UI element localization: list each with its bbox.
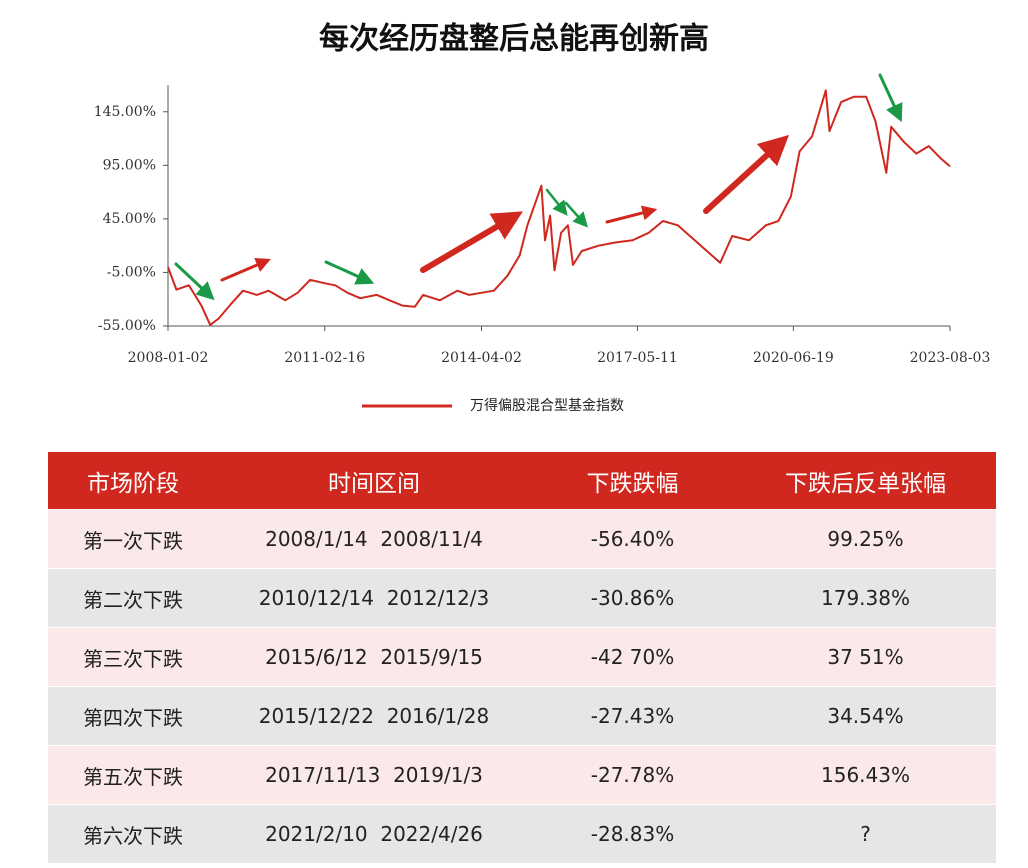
table-cell: 第五次下跌 bbox=[83, 764, 183, 789]
series-line bbox=[167, 89, 951, 326]
table-cell: 156.43% bbox=[821, 763, 910, 787]
table-cell: 第三次下跌 bbox=[83, 646, 183, 671]
x-tick-label: 2017-05-11 bbox=[597, 350, 678, 366]
table-row: 第一次下跌 2008/1/14 2008/11/4 -56.40% 99.25% bbox=[48, 510, 996, 568]
table-cell: 2015/12/22 2016/1/28 bbox=[258, 704, 490, 728]
table-row: 第六次下跌 2021/2/10 2022/4/26 -28.83%? bbox=[48, 805, 996, 863]
plot-area bbox=[167, 89, 951, 326]
header-cell: 市场阶段 bbox=[87, 470, 179, 497]
table-cell: 2017/11/13 2019/1/3 bbox=[265, 763, 483, 787]
table-cell: 第二次下跌 bbox=[83, 587, 183, 612]
table-cell: 第一次下跌 bbox=[83, 528, 183, 553]
header-cell: 时间区间 bbox=[328, 470, 420, 497]
table-cell: -27.43% bbox=[590, 704, 675, 728]
table-row: 第五次下跌 2017/11/13 2019/1/3 -27.78% 156.43% bbox=[48, 746, 996, 804]
table-cell: 2021/2/10 2022/4/26 bbox=[265, 822, 483, 846]
y-tick-label: -55.00% bbox=[98, 318, 156, 334]
table-row: 第二次下跌 2010/12/14 2012/12/3 -30.86% 179.38% bbox=[48, 569, 996, 627]
y-tick-label: 145.00% bbox=[94, 104, 156, 120]
table-cell: -42 70% bbox=[590, 645, 675, 669]
table-cell: 2008/1/14 2008/11/4 bbox=[265, 527, 483, 551]
x-tick-label: 2008-01-02 bbox=[128, 350, 209, 366]
table-cell: 2015/6/12 2015/9/15 bbox=[265, 645, 483, 669]
red-arrow bbox=[605, 205, 658, 224]
table-cell: 34.54% bbox=[827, 704, 904, 728]
red-arrow bbox=[220, 258, 271, 282]
legend-label: 万得偏股混合型基金指数 bbox=[470, 397, 624, 414]
table-cell: -28.83% bbox=[590, 822, 675, 846]
y-tick-label: 95.00% bbox=[103, 157, 156, 173]
y-tick-label: -5.00% bbox=[107, 264, 156, 280]
table-cell: 2010/12/14 2012/12/3 bbox=[258, 586, 490, 610]
red-arrow bbox=[703, 134, 790, 214]
table-cell: 第六次下跌 bbox=[83, 823, 183, 848]
y-tick-label: 45.00% bbox=[103, 211, 156, 227]
annotation-arrows bbox=[174, 73, 903, 301]
table-cell: 第四次下跌 bbox=[83, 705, 183, 730]
green-arrow bbox=[564, 201, 589, 228]
green-arrow bbox=[324, 260, 375, 285]
chart-title: 每次经历盘整后总能再创新高 bbox=[319, 22, 709, 57]
red-arrow bbox=[420, 211, 523, 273]
x-tick-label: 2011-02-16 bbox=[284, 350, 365, 366]
table-cell: 179.38% bbox=[821, 586, 910, 610]
x-tick-label: 2023-08-03 bbox=[910, 350, 991, 366]
x-tick-label: 2014-04-02 bbox=[441, 350, 522, 366]
table-cell: -27.78% bbox=[590, 763, 675, 787]
table-row: 第四次下跌 2015/12/22 2016/1/28 -27.43% 34.54% bbox=[48, 687, 996, 745]
data-table: 市场阶段 时间区间 下跌跌幅 下跌后反单张幅第一次下跌 2008/1/14 2008/1… bbox=[48, 452, 996, 864]
table-cell: ? bbox=[860, 822, 871, 846]
green-arrow bbox=[878, 73, 903, 123]
table-row: 第三次下跌 2015/6/12 2015/9/15 -42 70% 37 51% bbox=[48, 628, 996, 686]
table-cell: -56.40% bbox=[590, 527, 675, 551]
x-tick-label: 2020-06-19 bbox=[753, 350, 834, 366]
green-arrow bbox=[174, 262, 215, 301]
table-cell: -30.86% bbox=[590, 586, 675, 610]
header-cell: 下跌后反单张幅 bbox=[785, 470, 946, 497]
green-arrow bbox=[545, 188, 568, 216]
table-cell: 99.25% bbox=[827, 527, 904, 551]
table-cell: 37 51% bbox=[827, 645, 904, 669]
table-header: 市场阶段 时间区间 下跌跌幅 下跌后反单张幅 bbox=[48, 452, 996, 509]
header-cell: 下跌跌幅 bbox=[586, 470, 679, 497]
chart: 每次经历盘整后总能再创新高 万得偏股混合型基金指数 -55.00% -5.00% 4… bbox=[94, 22, 991, 415]
